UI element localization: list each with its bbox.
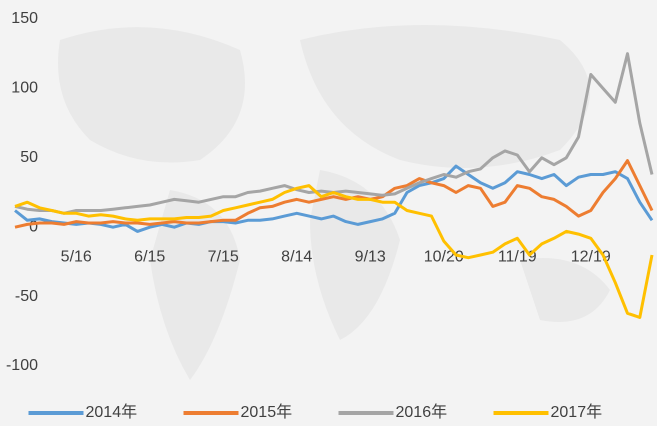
legend-label: 2016年	[396, 403, 448, 421]
x-tick-label: 5/16	[61, 248, 92, 265]
y-tick-label: -100	[6, 357, 38, 374]
map-decoration	[58, 25, 610, 380]
x-tick-label: 9/13	[355, 248, 386, 265]
y-tick-label: 150	[11, 10, 38, 27]
legend-label: 2017年	[551, 403, 603, 421]
x-tick-label: 6/15	[134, 248, 165, 265]
y-tick-label: 50	[20, 149, 38, 166]
legend-label: 2015年	[241, 403, 293, 421]
legend-label: 2014年	[86, 403, 138, 421]
x-tick-label: 11/19	[498, 248, 537, 265]
y-tick-label: -50	[15, 288, 38, 305]
y-tick-label: 0	[29, 218, 38, 235]
x-tick-label: 8/14	[281, 248, 312, 265]
series-line	[14, 184, 654, 319]
series-line	[14, 164, 654, 233]
y-tick-label: 100	[11, 80, 38, 97]
x-tick-label: 7/15	[208, 248, 239, 265]
series-line	[14, 159, 654, 229]
